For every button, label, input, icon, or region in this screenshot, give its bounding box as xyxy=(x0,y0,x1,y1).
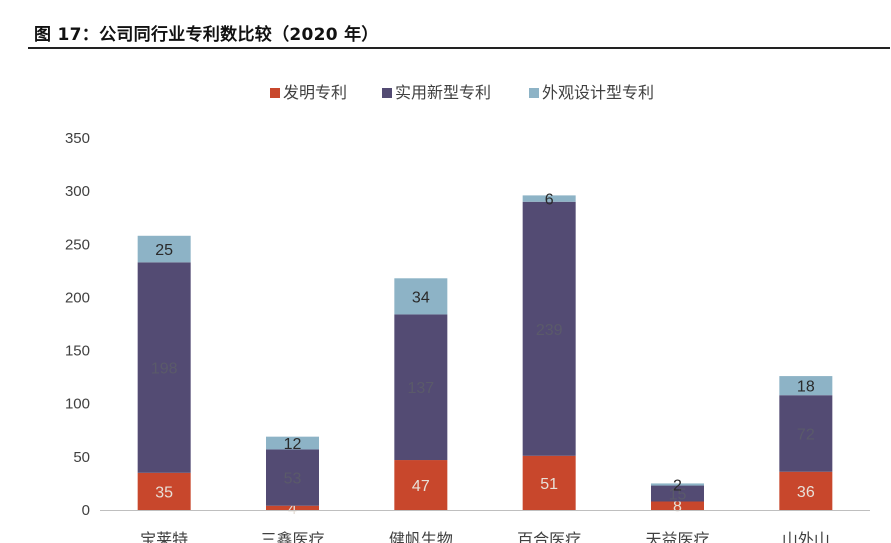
bar-segment xyxy=(779,376,833,396)
title-rule xyxy=(28,47,890,49)
y-tick-label: 250 xyxy=(65,236,90,253)
data-label: 239 xyxy=(536,322,563,339)
x-tick-label: 百合医疗 xyxy=(517,530,581,543)
y-tick-label: 100 xyxy=(65,396,90,413)
bar-segment xyxy=(522,195,576,202)
data-label: 51 xyxy=(540,476,558,493)
data-label: 8 xyxy=(673,499,682,516)
bar-segment xyxy=(522,455,576,510)
data-label: 53 xyxy=(284,471,302,488)
x-tick-label: 健帆生物 xyxy=(389,530,453,543)
legend-swatch xyxy=(529,88,539,98)
bar-segment xyxy=(651,501,704,510)
data-label: 2 xyxy=(673,477,682,494)
data-label: 4 xyxy=(288,501,297,518)
y-tick-label: 0 xyxy=(82,502,90,519)
legend-label: 外观设计型专利 xyxy=(542,83,654,102)
bar-segment xyxy=(651,485,704,502)
data-label: 137 xyxy=(407,380,434,397)
figure-title: 图 17：公司同行业专利数比较（2020 年） xyxy=(34,25,379,45)
chart-legend: 发明专利 实用新型专利 外观设计型专利 xyxy=(270,83,654,102)
bar-segment xyxy=(266,505,319,510)
data-label: 36 xyxy=(797,484,815,501)
legend-swatch xyxy=(270,88,280,98)
y-tick-label: 200 xyxy=(65,289,90,306)
x-axis: 宝莱特 三鑫医疗 健帆生物 百合医疗 天益医疗 山外山 xyxy=(100,510,870,543)
bar-segment xyxy=(137,235,191,263)
data-label: 198 xyxy=(151,361,178,378)
bar-segment xyxy=(266,449,319,506)
data-label: 25 xyxy=(155,242,173,259)
bar-segment xyxy=(137,262,191,473)
bar-segment xyxy=(394,278,448,315)
x-tick-label: 宝莱特 xyxy=(140,530,188,543)
data-label: 47 xyxy=(412,478,430,495)
bar-segment xyxy=(394,314,448,461)
data-label: 12 xyxy=(284,436,302,453)
bar-segment xyxy=(651,483,704,486)
data-label: 35 xyxy=(155,484,173,501)
data-label: 18 xyxy=(797,379,815,396)
bar-segment xyxy=(137,472,191,510)
bar-segment xyxy=(266,436,319,450)
legend-label: 实用新型专利 xyxy=(395,83,491,102)
x-tick-label: 山外山 xyxy=(782,530,830,543)
y-tick-label: 300 xyxy=(65,183,90,200)
y-tick-label: 350 xyxy=(65,130,90,147)
bar-segment xyxy=(779,395,833,472)
x-tick-label: 三鑫医疗 xyxy=(260,530,324,543)
bar-segment xyxy=(779,471,833,510)
x-tick-label: 天益医疗 xyxy=(645,530,709,543)
legend-label: 发明专利 xyxy=(283,83,347,102)
legend-swatch xyxy=(382,88,392,98)
data-label: 72 xyxy=(797,426,815,443)
y-tick-label: 50 xyxy=(73,449,90,466)
y-tick-label: 150 xyxy=(65,343,90,360)
data-label: 6 xyxy=(545,192,554,209)
bar-segment xyxy=(394,460,448,510)
y-axis: 0 50 100 150 200 250 300 350 xyxy=(65,130,90,519)
bar-segment xyxy=(522,201,576,456)
data-label: 34 xyxy=(412,289,430,306)
data-label: 15 xyxy=(669,487,687,504)
